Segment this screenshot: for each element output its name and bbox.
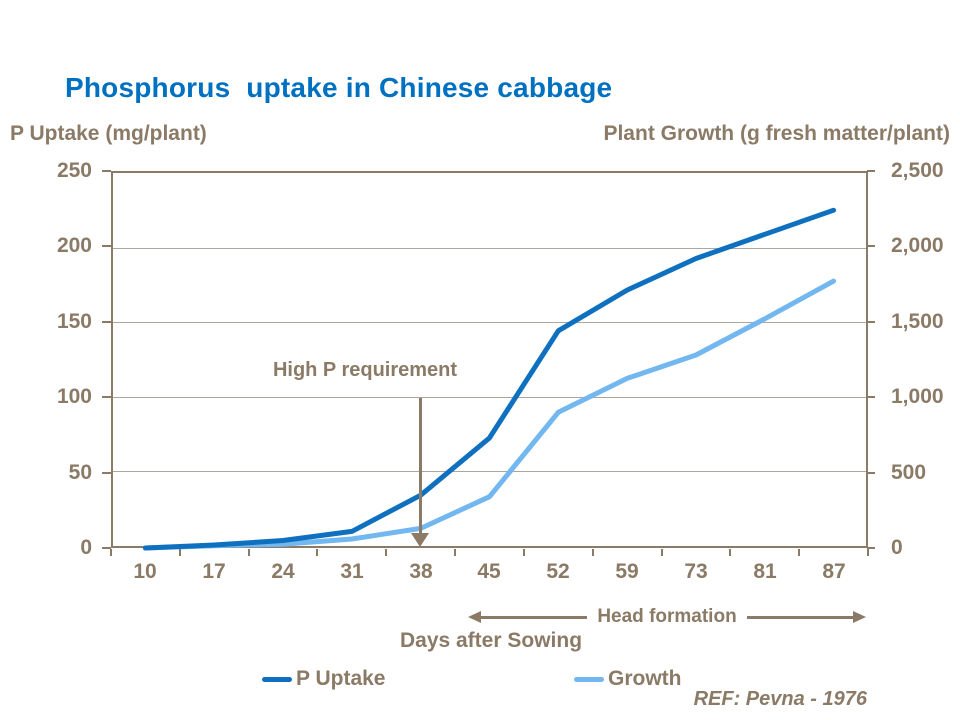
right-axis-ticks xyxy=(867,170,875,549)
down-arrow-line xyxy=(419,398,422,534)
axis-tick xyxy=(102,245,111,248)
xtick-label: 31 xyxy=(340,560,364,583)
xtick-label: 10 xyxy=(133,560,157,583)
left-ytick-label: 0 xyxy=(80,536,92,559)
axis-tick xyxy=(102,547,111,549)
axis-tick xyxy=(102,170,111,172)
x-axis-ticks xyxy=(110,549,869,556)
arrow-left-icon xyxy=(468,611,481,623)
arrow-right-icon xyxy=(853,611,867,623)
axis-tick xyxy=(660,549,663,556)
gridline xyxy=(113,247,866,249)
gridline xyxy=(113,471,866,473)
axis-tick xyxy=(385,549,388,556)
xtick-label: 87 xyxy=(822,560,846,583)
reference-citation: REF: Pevna - 1976 xyxy=(693,688,867,710)
xtick-label: 81 xyxy=(753,560,777,583)
xtick-label: 59 xyxy=(615,560,639,583)
xtick-label: 17 xyxy=(202,560,226,583)
axis-tick xyxy=(110,549,112,556)
series-line-p-uptake xyxy=(142,207,837,551)
right-ytick-label: 1,500 xyxy=(891,310,944,333)
axis-tick xyxy=(454,549,457,556)
axis-tick xyxy=(316,549,319,556)
axis-tick xyxy=(102,320,111,323)
down-arrow-icon xyxy=(411,533,429,547)
left-ytick-label: 50 xyxy=(68,461,92,484)
axis-tick xyxy=(867,245,875,248)
head-formation-label: Head formation xyxy=(597,606,737,627)
arrow-shaft xyxy=(746,615,854,619)
right-axis-title: Plant Growth (g fresh matter/plant) xyxy=(603,122,950,145)
axis-tick xyxy=(798,549,801,556)
right-ytick-label: 0 xyxy=(891,536,903,559)
axis-tick xyxy=(102,471,111,474)
axis-tick xyxy=(867,471,875,474)
xtick-label: 38 xyxy=(409,560,433,583)
legend-item-growth: Growth xyxy=(574,667,682,691)
xtick-label: 45 xyxy=(477,560,501,583)
left-ytick-label: 250 xyxy=(56,159,92,182)
axis-tick xyxy=(178,549,181,556)
legend-item-p-uptake: P Uptake xyxy=(262,667,386,691)
xtick-label: 24 xyxy=(271,560,295,583)
growth-line-swatch xyxy=(574,676,604,682)
axis-tick xyxy=(867,549,869,556)
legend-label: Growth xyxy=(608,667,682,690)
axis-tick xyxy=(867,547,875,549)
head-formation-annotation: Head formation xyxy=(468,606,867,628)
axis-tick xyxy=(102,396,111,399)
xtick-label: 52 xyxy=(546,560,570,583)
right-ytick-label: 1,000 xyxy=(891,385,944,408)
left-ytick-label: 150 xyxy=(56,310,92,333)
high-p-requirement-label: High P requirement xyxy=(272,359,458,381)
left-axis-title: P Uptake (mg/plant) xyxy=(10,122,207,145)
arrow-shaft xyxy=(481,615,588,619)
gridline xyxy=(113,322,866,324)
axis-tick xyxy=(867,170,875,172)
axis-tick xyxy=(867,396,875,399)
legend-label: P Uptake xyxy=(296,667,386,690)
axis-tick xyxy=(591,549,594,556)
axis-tick xyxy=(729,549,732,556)
right-ytick-label: 2,500 xyxy=(891,159,944,182)
gridline xyxy=(113,396,866,398)
right-ytick-label: 500 xyxy=(891,461,927,484)
axis-tick xyxy=(522,549,525,556)
axis-tick xyxy=(867,320,875,323)
p-uptake-line-swatch xyxy=(262,676,292,682)
xtick-label: 73 xyxy=(684,560,708,583)
axis-tick xyxy=(247,549,250,556)
left-ytick-label: 100 xyxy=(56,385,92,408)
left-axis-ticks xyxy=(102,170,111,549)
series-lines-canvas xyxy=(142,207,837,551)
right-ytick-label: 2,000 xyxy=(891,234,944,257)
x-axis-title: Days after Sowing xyxy=(399,629,583,652)
series-line-growth xyxy=(142,278,837,551)
plot-area xyxy=(111,171,868,551)
left-ytick-label: 200 xyxy=(56,234,92,257)
chart-title: Phosphorus uptake in Chinese cabbage xyxy=(65,72,613,103)
